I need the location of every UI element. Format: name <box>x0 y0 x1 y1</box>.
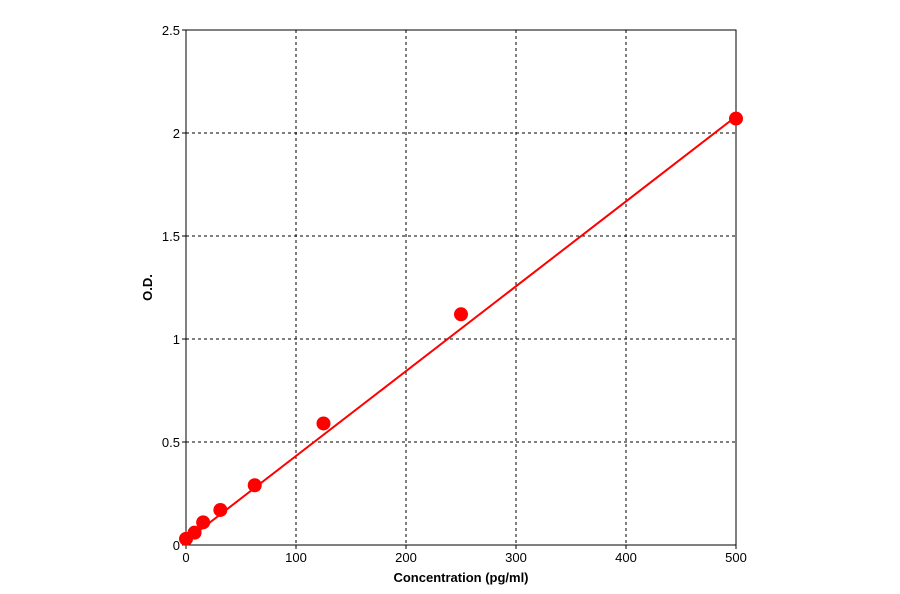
y-tick-label: 2 <box>173 126 180 141</box>
x-tick-label: 300 <box>505 550 527 565</box>
data-point <box>196 515 211 530</box>
data-points <box>179 111 743 546</box>
data-point <box>316 416 331 431</box>
data-point <box>247 478 262 493</box>
fit-line <box>185 115 737 542</box>
fit-line-layer <box>185 115 737 542</box>
plot-area-frame <box>185 29 737 546</box>
x-tick-label: 200 <box>395 550 417 565</box>
data-point <box>213 502 228 517</box>
y-tick-label: 0 <box>173 538 180 553</box>
data-point <box>454 307 468 322</box>
data-point <box>187 525 202 540</box>
x-axis-title: Concentration (pg/ml) <box>393 570 528 585</box>
grid-lines <box>186 30 736 545</box>
x-tick-label: 400 <box>615 550 637 565</box>
x-tick-label: 0 <box>182 550 189 565</box>
axis-ticks: 0 100 200 300 400 500 0 0.5 1 1.5 2 2.5 <box>162 23 747 565</box>
y-tick-label: 2.5 <box>162 23 180 38</box>
data-point <box>729 111 743 126</box>
y-axis-title: O.D. <box>140 274 155 301</box>
y-tick-label: 1 <box>173 332 180 347</box>
y-tick-label: 0.5 <box>162 435 180 450</box>
x-tick-label: 100 <box>285 550 307 565</box>
x-tick-label: 500 <box>725 550 747 565</box>
y-tick-label: 1.5 <box>162 229 180 244</box>
